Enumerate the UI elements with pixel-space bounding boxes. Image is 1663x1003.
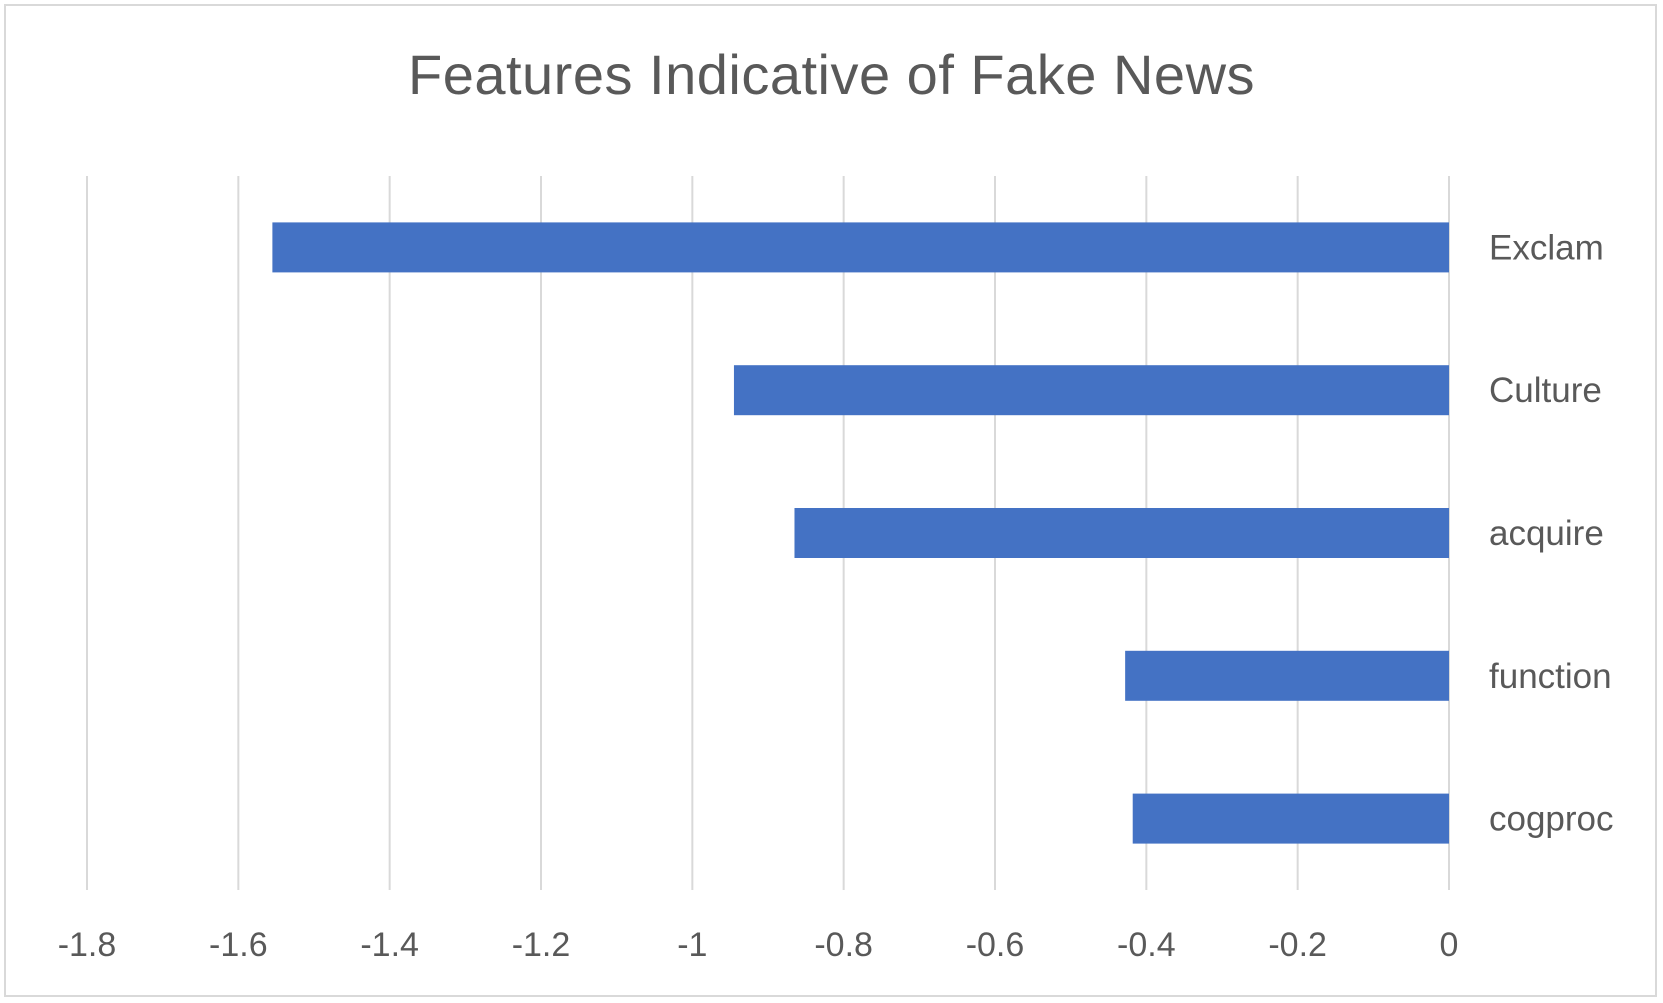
x-tick-label: 0 [1440,926,1459,964]
x-axis-tick-labels: -1.8 -1.6 -1.4 -1.2 -1 -0.8 -0.6 -0.4 -0.2 0 [58,926,1459,964]
x-tick-label: -0.4 [1117,926,1176,964]
x-tick-label: -1.8 [58,926,117,964]
x-tick-label: -0.6 [966,926,1025,964]
x-tick-label: -1.4 [360,926,419,964]
category-label-acquire: acquire [1489,514,1604,553]
x-tick-label: -0.2 [1268,926,1327,964]
category-label-exclam: Exclam [1489,228,1604,267]
x-tick-label: -1 [677,926,707,964]
bar-function [1125,650,1449,701]
category-labels: Exclam Culture acquire function cogproc [1489,228,1614,838]
bar-cogproc [1132,793,1449,844]
x-tick-label: -1.6 [209,926,268,964]
bars [272,222,1450,844]
bar-exclam [272,222,1450,273]
category-label-culture: Culture [1489,371,1602,410]
bar-acquire [794,508,1449,558]
x-tick-label: -1.2 [512,926,571,964]
x-tick-label: -0.8 [814,926,873,964]
chart-title: Features Indicative of Fake News [407,43,1256,106]
category-label-function: function [1489,657,1612,696]
bar-culture [733,365,1449,416]
category-label-cogproc: cogproc [1489,800,1614,839]
